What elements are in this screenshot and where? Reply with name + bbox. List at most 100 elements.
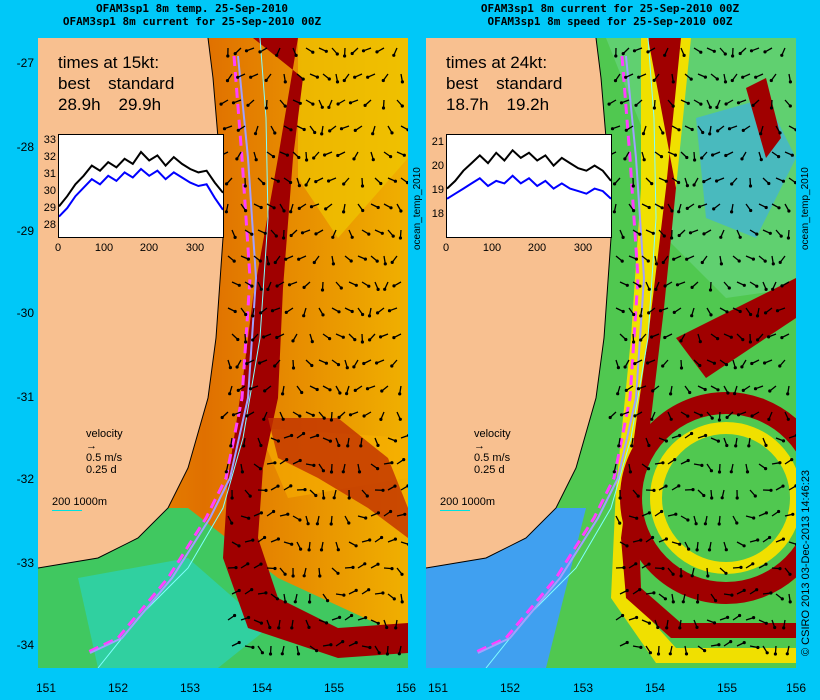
right-inset-ytick: 21 bbox=[431, 136, 444, 148]
left-arrow-head bbox=[259, 205, 263, 210]
left-arrow-head bbox=[231, 413, 236, 417]
right-inset-series-0-line bbox=[446, 148, 612, 190]
left-arrow-head bbox=[307, 548, 311, 552]
y-tick-label: -27 bbox=[16, 56, 34, 70]
left-side-label: ocean_temp_2010 bbox=[412, 167, 423, 250]
right-arrow-head bbox=[635, 516, 639, 520]
left-arrow-head bbox=[275, 53, 279, 57]
right-arrow-head bbox=[767, 417, 771, 421]
left-arrow-head bbox=[264, 591, 268, 595]
left-arrow-head bbox=[247, 516, 251, 520]
right-arrow-head bbox=[794, 128, 796, 132]
left-arrow-head bbox=[244, 49, 249, 53]
right-arrow-head bbox=[646, 259, 650, 263]
right-arrow-head bbox=[636, 494, 640, 498]
left-arrow-head bbox=[341, 335, 345, 339]
right-arrow-head bbox=[623, 157, 627, 161]
right-arrow-head bbox=[781, 484, 785, 488]
left-arrow-head bbox=[363, 103, 367, 107]
right-arrow-head bbox=[690, 314, 694, 318]
left-arrow-head bbox=[277, 626, 281, 630]
left-arrow-head bbox=[307, 625, 311, 630]
left-arrow-head bbox=[324, 361, 328, 365]
left-arrow-head bbox=[376, 621, 380, 625]
left-arrow-head bbox=[271, 155, 276, 159]
right-arrow-head bbox=[668, 652, 672, 656]
right-arrow-head bbox=[719, 262, 723, 266]
left-arrow-head bbox=[236, 337, 240, 342]
left-arrow-head bbox=[336, 363, 341, 367]
right-arrow-head bbox=[658, 309, 663, 313]
left-arrow-head bbox=[298, 458, 302, 463]
right-arrow-head bbox=[650, 182, 654, 186]
left-arrow-head bbox=[346, 444, 350, 448]
left-arrow-head bbox=[338, 391, 342, 395]
left-arrow-head bbox=[397, 652, 401, 656]
right-standard-label: standard bbox=[496, 74, 563, 93]
left-arrow-head bbox=[392, 284, 396, 288]
right-eddy-ring bbox=[620, 392, 796, 604]
right-arrow-head bbox=[709, 469, 713, 473]
left-arrow-head bbox=[219, 102, 223, 106]
left-arrow-head bbox=[298, 101, 302, 105]
left-arrow-head bbox=[329, 470, 334, 474]
right-arrow-head bbox=[671, 572, 675, 576]
left-arrow-head bbox=[236, 388, 240, 392]
copyright-label: © CSIRO 2013 03-Dec-2013 14:46:23 bbox=[800, 469, 812, 656]
right-arrow-head bbox=[749, 312, 753, 317]
left-arrow-head bbox=[276, 537, 280, 541]
right-arrow-head bbox=[661, 364, 665, 368]
right-arrow-head bbox=[726, 615, 730, 620]
left-arrow-head bbox=[381, 488, 385, 492]
right-info-heading: times at 24kt: bbox=[446, 53, 548, 72]
right-arrow-head bbox=[724, 102, 728, 106]
right-arrow-head bbox=[780, 53, 784, 57]
right-arrow-head bbox=[737, 259, 741, 263]
right-title-line2: OFAM3sp1 8m speed for 25-Sep-2010 00Z bbox=[487, 15, 733, 28]
left-arrow-head bbox=[314, 232, 318, 236]
left-arrow-head bbox=[305, 158, 309, 162]
y-tick-label: -31 bbox=[16, 390, 34, 404]
left-arrow-head bbox=[233, 613, 237, 618]
left-arrow-head bbox=[406, 128, 408, 132]
right-arrow-head bbox=[730, 593, 734, 597]
left-arrow-head bbox=[251, 338, 255, 342]
right-arrow-head bbox=[661, 131, 665, 135]
left-arrow-head bbox=[342, 78, 346, 83]
left-arrow-head bbox=[314, 493, 318, 498]
right-arrow-head bbox=[639, 338, 643, 342]
right-arrow-head bbox=[795, 542, 796, 546]
right-arrow-head bbox=[763, 50, 767, 54]
left-arrow-head bbox=[298, 518, 302, 522]
left-isobath bbox=[97, 38, 269, 668]
right-arrow-head bbox=[749, 208, 753, 213]
right-arrow-head bbox=[724, 153, 728, 158]
left-scale-bar: 200 1000m bbox=[52, 496, 107, 511]
left-arrow-head bbox=[367, 284, 371, 288]
right-arrow-head bbox=[715, 77, 719, 81]
right-arrow-head bbox=[769, 488, 773, 492]
right-arrow-head bbox=[638, 588, 642, 592]
left-legend-speed: 0.5 m/s bbox=[86, 452, 123, 464]
left-arrow-head bbox=[289, 128, 293, 132]
left-arrow-head bbox=[315, 75, 319, 79]
right-arrow-head bbox=[733, 366, 737, 370]
left-arrow-head bbox=[365, 494, 369, 498]
left-info-heading: times at 15kt: bbox=[58, 53, 160, 72]
left-arrow-head bbox=[264, 488, 268, 492]
left-arrow-head bbox=[266, 262, 271, 266]
left-arrow-head bbox=[320, 105, 324, 109]
right-arrow-head bbox=[755, 314, 760, 318]
x-tick-label: 153 bbox=[179, 681, 201, 695]
right-arrow-head bbox=[754, 75, 758, 79]
right-arrow-head bbox=[698, 340, 702, 344]
right-arrow-head bbox=[700, 260, 704, 265]
right-arrow-head bbox=[670, 236, 674, 240]
right-arrow-head bbox=[619, 101, 624, 105]
right-arrow-head bbox=[621, 235, 625, 239]
right-diagonal-jet bbox=[676, 278, 796, 378]
right-arrow-head bbox=[751, 103, 755, 107]
right-arrow-head bbox=[677, 484, 681, 488]
left-route-standard bbox=[85, 55, 252, 655]
left-arrow-head bbox=[275, 284, 279, 288]
